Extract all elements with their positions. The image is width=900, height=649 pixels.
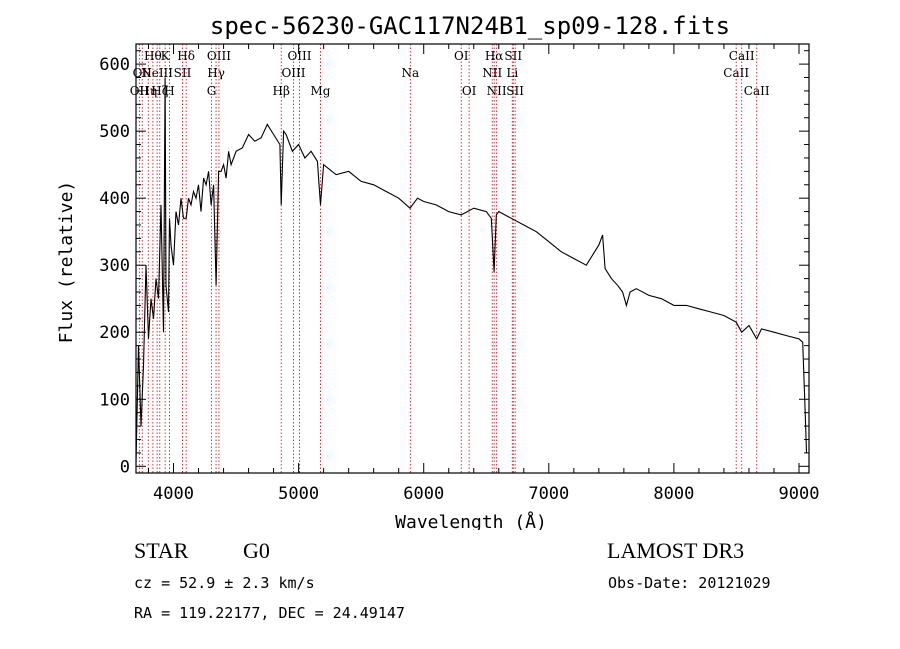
sky-coordinates: RA = 119.22177, DEC = 24.49147 [134, 604, 405, 622]
line-marker-label: NeIII [141, 66, 173, 80]
line-marker-label: Na [402, 66, 420, 80]
x-tick-label: 6000 [403, 484, 444, 504]
line-marker-label: H [164, 84, 174, 98]
y-tick-label: 500 [99, 122, 130, 142]
line-marker-label: SII [504, 49, 522, 63]
object-subclass: G0 [243, 538, 270, 563]
line-marker-label: CaII [723, 66, 749, 80]
plot-frame [135, 43, 810, 474]
line-marker-label: CaII [729, 49, 755, 63]
x-axis-ticks: 4000 5000 6000 7000 8000 9000 [148, 44, 820, 504]
line-marker-label: Hα [485, 49, 504, 63]
line-marker-label: OIII [207, 49, 231, 63]
chart-title: spec-56230-GAC117N24B1_sp09-128.fits [210, 12, 730, 40]
line-markers [138, 44, 758, 473]
spectrum-chart: spec-56230-GAC117N24B1_sp09-128.fits OII… [56, 12, 820, 530]
line-marker-label: Hθ [144, 49, 162, 63]
line-marker-label: Hγ [207, 66, 225, 80]
x-tick-label: 8000 [653, 484, 694, 504]
redshift-velocity: cz = 52.9 ± 2.3 km/s [134, 574, 315, 592]
line-marker-label: SII [506, 84, 524, 98]
line-marker-labels: OIIOIIHηHθNeIIIHζKHSIIHδGHγOIIIHβOIIIOII… [130, 49, 770, 98]
line-marker-label: Li [506, 66, 518, 80]
y-tick-label: 0 [120, 457, 130, 477]
y-axis-label: Flux (relative) [56, 181, 77, 344]
y-tick-label: 200 [99, 323, 130, 343]
line-marker-label: OIII [281, 66, 305, 80]
line-marker-label: NII [482, 66, 502, 80]
x-tick-label: 7000 [528, 484, 569, 504]
line-marker-label: K [161, 49, 171, 63]
line-marker-label: OI [462, 84, 477, 98]
line-marker-label: Hδ [177, 49, 195, 63]
object-class: STAR [134, 538, 189, 563]
y-tick-label: 100 [99, 390, 130, 410]
line-marker-label: Hη [139, 84, 157, 98]
spectrum-line [135, 77, 808, 463]
line-marker-label: OII [133, 66, 153, 80]
line-marker-label: Hζ [151, 84, 168, 98]
y-tick-label: 600 [99, 55, 130, 75]
line-marker-label: G [207, 84, 217, 98]
y-tick-label: 400 [99, 189, 130, 209]
x-axis-label: Wavelength (Å) [395, 511, 547, 530]
line-marker-label: CaII [744, 84, 770, 98]
line-marker-label: NII [487, 84, 507, 98]
x-tick-label: 4000 [153, 484, 194, 504]
line-marker-label: OIII [287, 49, 311, 63]
line-marker-label: Mg [311, 84, 331, 98]
x-tick-label: 5000 [278, 484, 319, 504]
y-tick-label: 300 [99, 256, 130, 276]
survey-label: LAMOST DR3 [607, 538, 745, 563]
line-marker-label: SII [174, 66, 192, 80]
line-marker-label: OI [454, 49, 469, 63]
y-axis-ticks: 0 100 200 300 400 500 600 [99, 50, 809, 477]
observation-date: Obs-Date: 20121029 [608, 574, 771, 592]
x-tick-label: 9000 [779, 484, 820, 504]
line-marker-label: Hβ [273, 84, 290, 98]
